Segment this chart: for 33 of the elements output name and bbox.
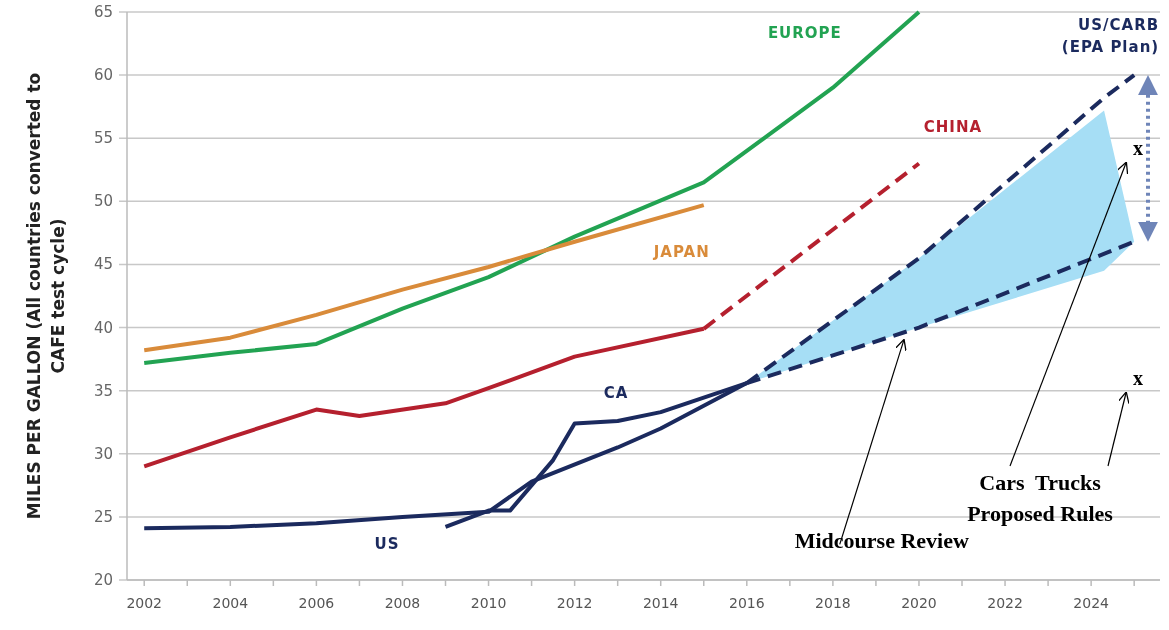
y-tick-label: 60: [93, 66, 113, 85]
y-axis-title: MILES PER GALLON (All countries converted to CAFE test cycle): [24, 72, 68, 520]
annotation: Midcourse Review: [794, 528, 969, 554]
series-label: CA: [603, 384, 629, 403]
y-tick-label: 55: [93, 129, 113, 148]
x-tick-label: 2002: [126, 595, 163, 611]
x-tick-label: 2006: [298, 595, 335, 611]
y-tick-label: 50: [93, 192, 113, 211]
x-tick-label: 2010: [470, 595, 507, 611]
x-tick-label: 2020: [901, 595, 937, 611]
annotation: x: [1133, 137, 1143, 159]
x-tick-label: 2004: [212, 595, 249, 611]
text: CHINA: [923, 117, 983, 136]
y-tick-label: 35: [93, 381, 113, 400]
y-tick-label: 20: [93, 571, 113, 589]
y-tick-label: 45: [93, 255, 113, 274]
x-tick-label: 2018: [815, 595, 851, 611]
x-tick-label: 2008: [384, 595, 421, 611]
text: US/CARB (EPA Plan): [1061, 16, 1160, 57]
x-tick-label: 2016: [728, 595, 765, 611]
y-tick-label: 65: [93, 3, 113, 21]
x-tick-label: 2012: [556, 595, 593, 611]
x-tick-label: 2024: [1073, 595, 1110, 611]
series-label: US: [374, 534, 400, 553]
annotation: Cars Trucks Proposed Rules: [967, 470, 1114, 526]
y-tick-label: 30: [93, 444, 113, 463]
series-label: JAPAN: [652, 243, 710, 262]
y-tick-label: 40: [93, 318, 113, 337]
annotation: x: [1133, 367, 1143, 389]
y-tick-label: 25: [93, 507, 113, 526]
series-label: EUROPE: [767, 23, 842, 42]
x-tick-label: 2022: [987, 595, 1023, 611]
x-tick-label: 2014: [642, 595, 679, 611]
